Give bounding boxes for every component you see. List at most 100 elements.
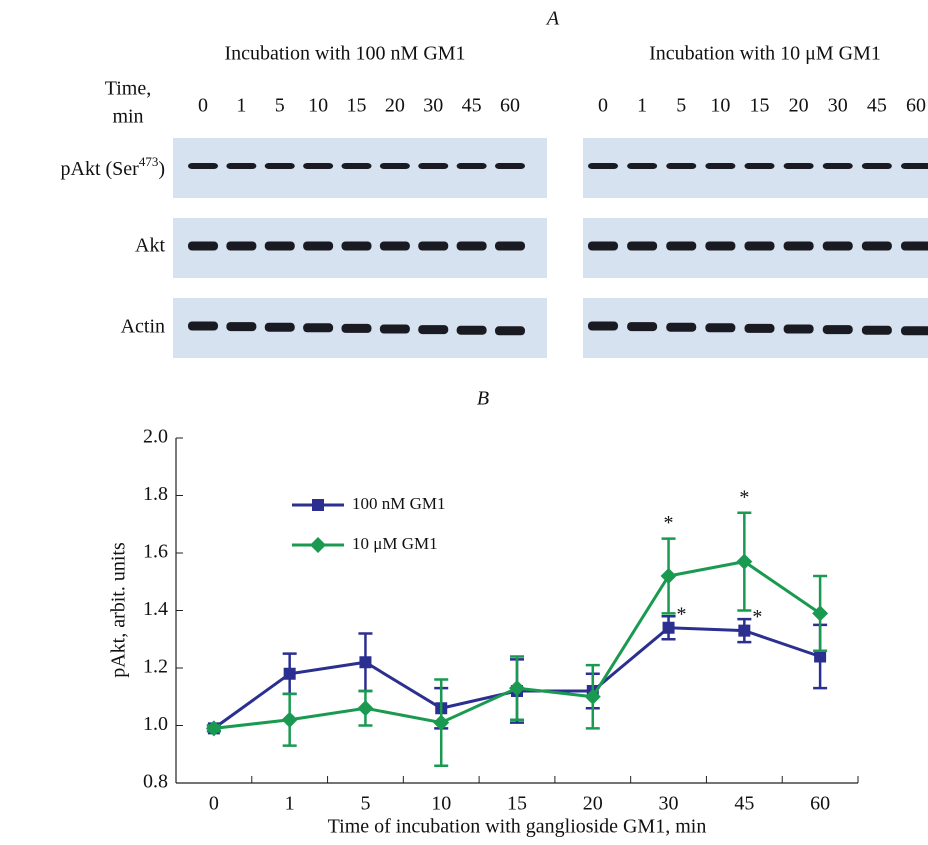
row-label-text: pAkt (Ser xyxy=(61,158,140,180)
band xyxy=(303,241,334,251)
lane-label: 45 xyxy=(867,95,887,117)
band xyxy=(822,163,853,169)
band xyxy=(744,163,775,169)
y-tick-label: 1.6 xyxy=(143,541,168,563)
band xyxy=(456,325,487,335)
time-label: Time, xyxy=(105,78,152,100)
lane-label: 5 xyxy=(275,95,285,117)
y-tick-label: 0.8 xyxy=(143,771,168,793)
band xyxy=(379,324,410,334)
lane-label: 10 xyxy=(710,95,730,117)
band xyxy=(861,325,892,335)
lane-label: 1 xyxy=(236,95,246,117)
band xyxy=(379,163,410,169)
band xyxy=(341,323,372,333)
lane-label: 20 xyxy=(789,95,809,117)
time-label: min xyxy=(112,106,143,128)
lane-label: 0 xyxy=(598,95,608,117)
point xyxy=(812,605,829,622)
band xyxy=(744,323,775,333)
point xyxy=(814,650,827,663)
lane-label: 60 xyxy=(500,95,520,117)
band xyxy=(495,241,525,251)
band xyxy=(705,163,736,169)
y-tick-label: 1.4 xyxy=(143,598,168,620)
band xyxy=(495,163,525,169)
band xyxy=(188,321,218,331)
band xyxy=(188,241,218,251)
band xyxy=(226,241,257,251)
lane-label: 30 xyxy=(423,95,443,117)
y-tick-label: 1.0 xyxy=(143,713,168,735)
significance-mark: * xyxy=(752,606,762,628)
x-tick-label: 5 xyxy=(360,793,370,815)
band xyxy=(495,326,525,336)
x-tick-label: 20 xyxy=(583,793,603,815)
band xyxy=(341,241,372,251)
band xyxy=(627,322,658,332)
band xyxy=(303,163,334,169)
point xyxy=(660,568,677,584)
band xyxy=(341,163,372,169)
row-label-sup: 473 xyxy=(139,154,159,169)
band xyxy=(901,241,928,251)
lane-label: 30 xyxy=(828,95,848,117)
band xyxy=(264,322,295,332)
y-axis-title: pAkt, arbit. units xyxy=(108,542,130,678)
band xyxy=(456,241,487,251)
x-tick-label: 30 xyxy=(659,793,679,815)
legend-marker xyxy=(312,499,324,511)
band xyxy=(783,241,814,251)
y-tick-label: 1.8 xyxy=(143,483,168,505)
band xyxy=(861,241,892,251)
point xyxy=(357,700,374,717)
band xyxy=(627,241,658,251)
point xyxy=(359,656,372,669)
band xyxy=(588,241,618,251)
point xyxy=(281,711,298,728)
band xyxy=(588,163,618,169)
group-title: Incubation with 100 nM GM1 xyxy=(224,43,465,65)
band xyxy=(705,323,736,333)
band xyxy=(666,241,697,251)
band xyxy=(226,163,257,169)
legend-marker xyxy=(310,537,326,553)
x-tick-label: 10 xyxy=(431,793,451,815)
band xyxy=(822,325,853,335)
row-label-tail: ) xyxy=(158,158,165,180)
point xyxy=(736,553,753,570)
y-tick-label: 2.0 xyxy=(143,426,168,448)
lane-label: 20 xyxy=(385,95,405,117)
band xyxy=(666,163,697,169)
panel-label: B xyxy=(477,388,489,410)
band xyxy=(783,324,814,334)
band xyxy=(418,325,449,335)
band xyxy=(901,326,928,336)
x-tick-label: 45 xyxy=(734,793,754,815)
band xyxy=(303,323,334,333)
point xyxy=(509,680,525,697)
band xyxy=(588,321,618,331)
x-axis-title: Time of incubation with ganglioside GM1,… xyxy=(328,816,707,838)
band xyxy=(705,241,736,251)
point xyxy=(584,688,601,705)
row-label: Akt xyxy=(135,235,165,257)
band xyxy=(822,241,853,251)
row-label: Actin xyxy=(121,316,165,338)
x-tick-label: 0 xyxy=(209,793,219,815)
band xyxy=(418,163,449,169)
band xyxy=(379,241,410,251)
lane-label: 60 xyxy=(906,95,926,117)
band xyxy=(744,241,775,251)
group-title: Incubation with 10 μM GM1 xyxy=(649,43,881,65)
band xyxy=(901,163,928,169)
legend-label: 100 nM GM1 xyxy=(352,494,446,513)
band xyxy=(666,322,697,332)
band xyxy=(627,163,658,169)
band xyxy=(264,163,295,169)
lane-label: 15 xyxy=(347,95,367,117)
lane-label: 15 xyxy=(750,95,770,117)
x-tick-label: 1 xyxy=(285,793,295,815)
lane-label: 1 xyxy=(637,95,647,117)
